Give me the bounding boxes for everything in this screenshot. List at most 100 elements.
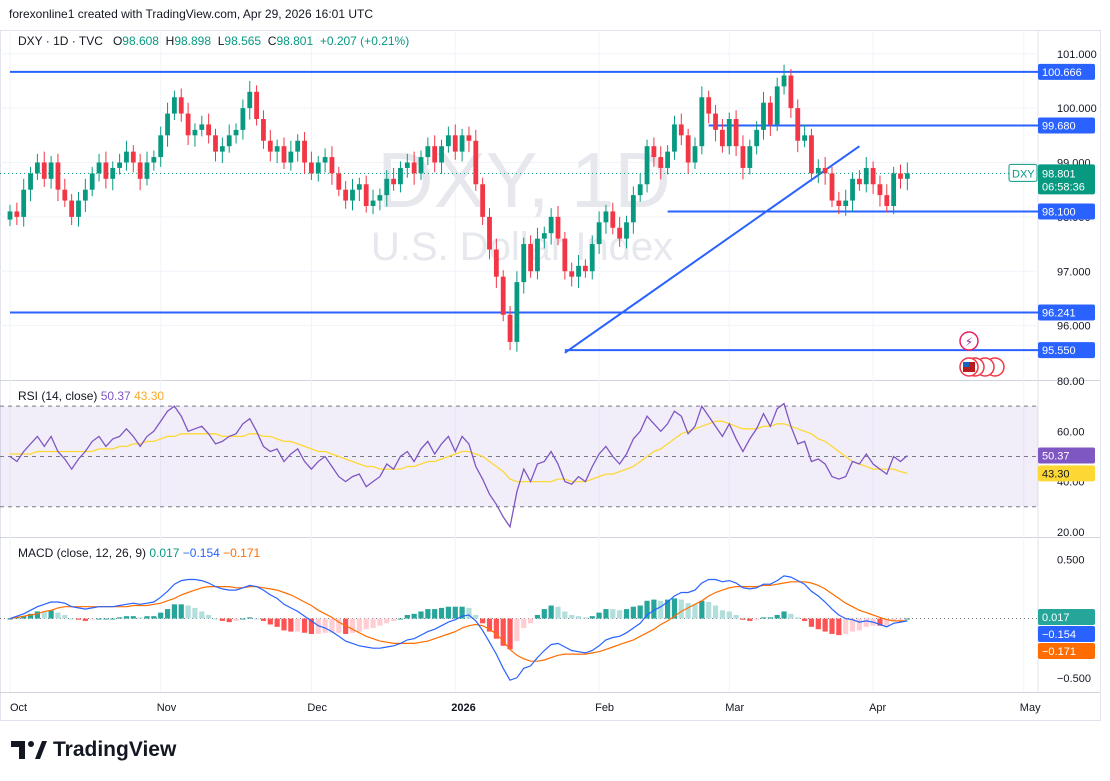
candle-body[interactable] [199,124,205,130]
candle-body[interactable] [356,184,362,190]
candle-body[interactable] [459,135,465,152]
candle-body[interactable] [870,167,876,185]
candle-body[interactable] [62,189,68,201]
candle-body[interactable] [21,189,27,217]
candle-body[interactable] [651,146,657,158]
candle-body[interactable] [192,129,198,136]
candle-body[interactable] [82,189,88,201]
candle-body[interactable] [452,135,458,152]
candle-body[interactable] [904,173,910,179]
candle-body[interactable] [569,271,575,277]
candle-body[interactable] [583,265,588,272]
candle-body[interactable] [226,135,232,147]
candle-body[interactable] [493,249,499,277]
candle-body[interactable] [466,135,472,141]
candle-body[interactable] [48,162,54,179]
candle-body[interactable] [309,162,314,174]
candle-body[interactable] [733,119,739,147]
candle-body[interactable] [603,211,609,223]
candle-body[interactable] [877,184,883,196]
candle-body[interactable] [302,140,307,163]
candle-body[interactable] [206,124,212,136]
candle-body[interactable] [507,314,513,342]
candle-body[interactable] [678,124,684,136]
candle-body[interactable] [172,97,177,114]
candle-body[interactable] [521,244,527,283]
candle-body[interactable] [788,75,794,109]
candle-body[interactable] [247,91,253,109]
candle-body[interactable] [836,200,842,206]
candle-body[interactable] [398,167,403,185]
lightning-icon[interactable] [959,331,979,351]
candle-body[interactable] [562,238,568,272]
level-tag[interactable] [1038,117,1095,134]
candle-body[interactable] [480,184,486,217]
candle-body[interactable] [822,167,828,174]
level-tag[interactable] [1038,203,1095,220]
candle-body[interactable] [418,157,424,174]
level-tag[interactable] [1038,304,1095,321]
candle-body[interactable] [809,135,814,174]
candle-body[interactable] [706,97,712,114]
candle-body[interactable] [863,167,869,185]
candle-body[interactable] [178,97,184,114]
candle-body[interactable] [404,162,410,168]
candle-body[interactable] [630,195,636,223]
macd-legend[interactable]: MACD (close, 12, 26, 9) 0.017 −0.154 −0.… [18,546,260,560]
candle-body[interactable] [240,108,246,130]
candle-body[interactable] [891,173,897,206]
candle-body[interactable] [548,216,554,234]
macd-hist-tag[interactable] [1038,609,1095,625]
candle-body[interactable] [261,119,266,141]
candle-body[interactable] [795,108,801,141]
candle-body[interactable] [617,227,623,239]
candle-body[interactable] [850,178,855,201]
candle-body[interactable] [514,282,520,342]
rsi-value-tag[interactable] [1038,447,1095,464]
candle-body[interactable] [439,146,444,163]
candle-body[interactable] [658,157,664,168]
candle-body[interactable] [815,167,821,174]
candle-body[interactable] [165,113,170,136]
candle-body[interactable] [829,173,835,201]
candle-body[interactable] [740,146,746,168]
candle-body[interactable] [158,135,164,158]
candle-body[interactable] [28,173,33,190]
candle-body[interactable] [377,195,383,201]
candle-body[interactable] [487,216,492,250]
candle-body[interactable] [137,162,143,179]
candle-body[interactable] [781,75,787,87]
candle-body[interactable] [281,146,287,163]
candle-body[interactable] [713,113,718,130]
symbol-name[interactable]: DXY · 1D · TVC [18,34,103,48]
candle-body[interactable] [14,211,20,217]
candle-body[interactable] [747,146,753,168]
candle-body[interactable] [589,244,595,272]
candle-body[interactable] [541,233,547,239]
candle-body[interactable] [610,211,616,228]
candle-body[interactable] [384,178,390,196]
candle-body[interactable] [432,146,438,163]
rsi-ma-tag[interactable] [1038,465,1095,482]
level-tag[interactable] [1038,342,1095,359]
candle-body[interactable] [96,162,102,174]
candle-body[interactable] [343,189,349,201]
candle-body[interactable] [151,157,157,163]
macd-signal-tag[interactable] [1038,643,1095,659]
candle-body[interactable] [576,265,581,277]
candle-body[interactable] [288,151,294,163]
candle-body[interactable] [370,200,376,206]
candle-body[interactable] [720,129,725,147]
candle-body[interactable] [185,113,191,136]
candle-body[interactable] [267,140,273,152]
candle-body[interactable] [254,91,259,119]
symbol-tag[interactable] [1008,163,1038,182]
level-tag[interactable] [1038,63,1095,80]
candle-body[interactable] [76,200,81,217]
candle-body[interactable] [692,146,698,163]
candle-body[interactable] [884,195,890,206]
candle-body[interactable] [391,178,396,185]
candle-body[interactable] [336,173,342,190]
candle-body[interactable] [295,140,301,152]
